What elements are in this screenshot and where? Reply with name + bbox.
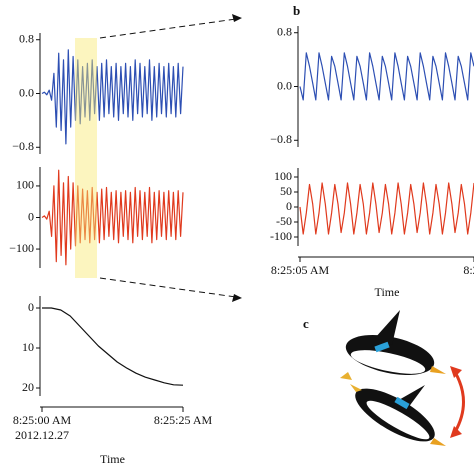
x-tick-label: 8:25:00 AM xyxy=(13,413,72,427)
y-tick-label: 0.8 xyxy=(19,31,34,45)
y-tick-label: −0.8 xyxy=(270,132,292,146)
arrow-head xyxy=(450,366,462,378)
highlight-window xyxy=(75,38,97,278)
arrow xyxy=(99,18,237,39)
series-line xyxy=(299,52,474,101)
y-tick-label: -100 xyxy=(270,229,292,243)
date-label: 2012.12.27 xyxy=(15,428,69,442)
panel-label: b xyxy=(293,3,300,18)
arrow-head xyxy=(232,294,242,302)
x-tick-label: 8:25:25 AM xyxy=(154,413,213,427)
series-line xyxy=(299,182,474,235)
zoom-arrows xyxy=(99,18,237,298)
y-tick-label: -50 xyxy=(276,214,292,228)
y-tick-label: 100 xyxy=(16,178,34,192)
plots: 0.8 0.0 −0.8 100 0 −100 0 10 20 8:25:00 AM 8:25:25… xyxy=(9,3,474,466)
x-axis-title: Time xyxy=(375,285,400,299)
y-tick-label: 20 xyxy=(22,380,34,394)
arrow-head xyxy=(232,14,242,22)
y-tick-label: 50 xyxy=(280,184,292,198)
y-tick-label: 0.8 xyxy=(277,24,292,38)
y-tick-label: 10 xyxy=(22,340,34,354)
y-tick-label: 0 xyxy=(286,199,292,213)
series-line xyxy=(41,49,184,145)
arrow xyxy=(99,277,237,298)
series-line xyxy=(41,169,184,266)
y-tick-label: 0.0 xyxy=(277,78,292,92)
y-tick-label: 0 xyxy=(28,209,34,223)
y-tick-label: −100 xyxy=(9,241,34,255)
x-tick-label: 8:25 xyxy=(463,263,474,277)
x-tick-label: 8:25:05 AM xyxy=(271,263,330,277)
y-tick-label: −0.8 xyxy=(12,139,34,153)
arrow-head xyxy=(450,426,462,438)
x-axis-title: Time xyxy=(100,452,125,466)
penguin-top xyxy=(340,310,446,380)
panel-label: c xyxy=(303,316,309,331)
y-tick-label: 100 xyxy=(274,169,292,183)
series-line xyxy=(42,307,184,386)
y-tick-label: 0 xyxy=(28,300,34,314)
rotation-arrow xyxy=(453,371,465,433)
penguin-bottom xyxy=(350,384,446,446)
y-tick-label: 0.0 xyxy=(19,85,34,99)
